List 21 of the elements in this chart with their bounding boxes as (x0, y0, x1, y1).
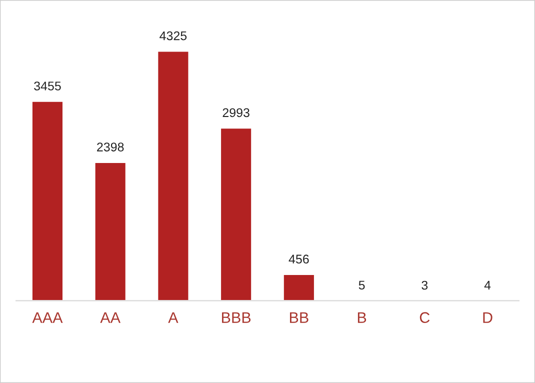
x-tick-label: A (168, 312, 178, 323)
data-label: 4 (484, 280, 491, 290)
x-tick-label: D (483, 312, 492, 323)
x-tick-label: AA (100, 312, 121, 323)
data-label: 2398 (97, 142, 124, 152)
bar (220, 127, 252, 301)
bar (282, 274, 316, 301)
data-label: 3455 (34, 82, 61, 90)
data-label: 4325 (160, 31, 187, 40)
bar (31, 100, 64, 301)
x-tick-label: AAA (32, 312, 63, 323)
bar (94, 162, 127, 301)
x-tick-label: BB (290, 312, 308, 323)
data-label: 456 (288, 254, 309, 264)
data-label: 2993 (222, 108, 250, 118)
x-tick-label: B (358, 312, 366, 323)
data-label: 5 (358, 280, 365, 290)
bar (156, 50, 190, 301)
x-tick-label: BBB (222, 312, 251, 323)
x-tick-label: C (420, 312, 430, 323)
data-label: 3 (422, 280, 428, 290)
